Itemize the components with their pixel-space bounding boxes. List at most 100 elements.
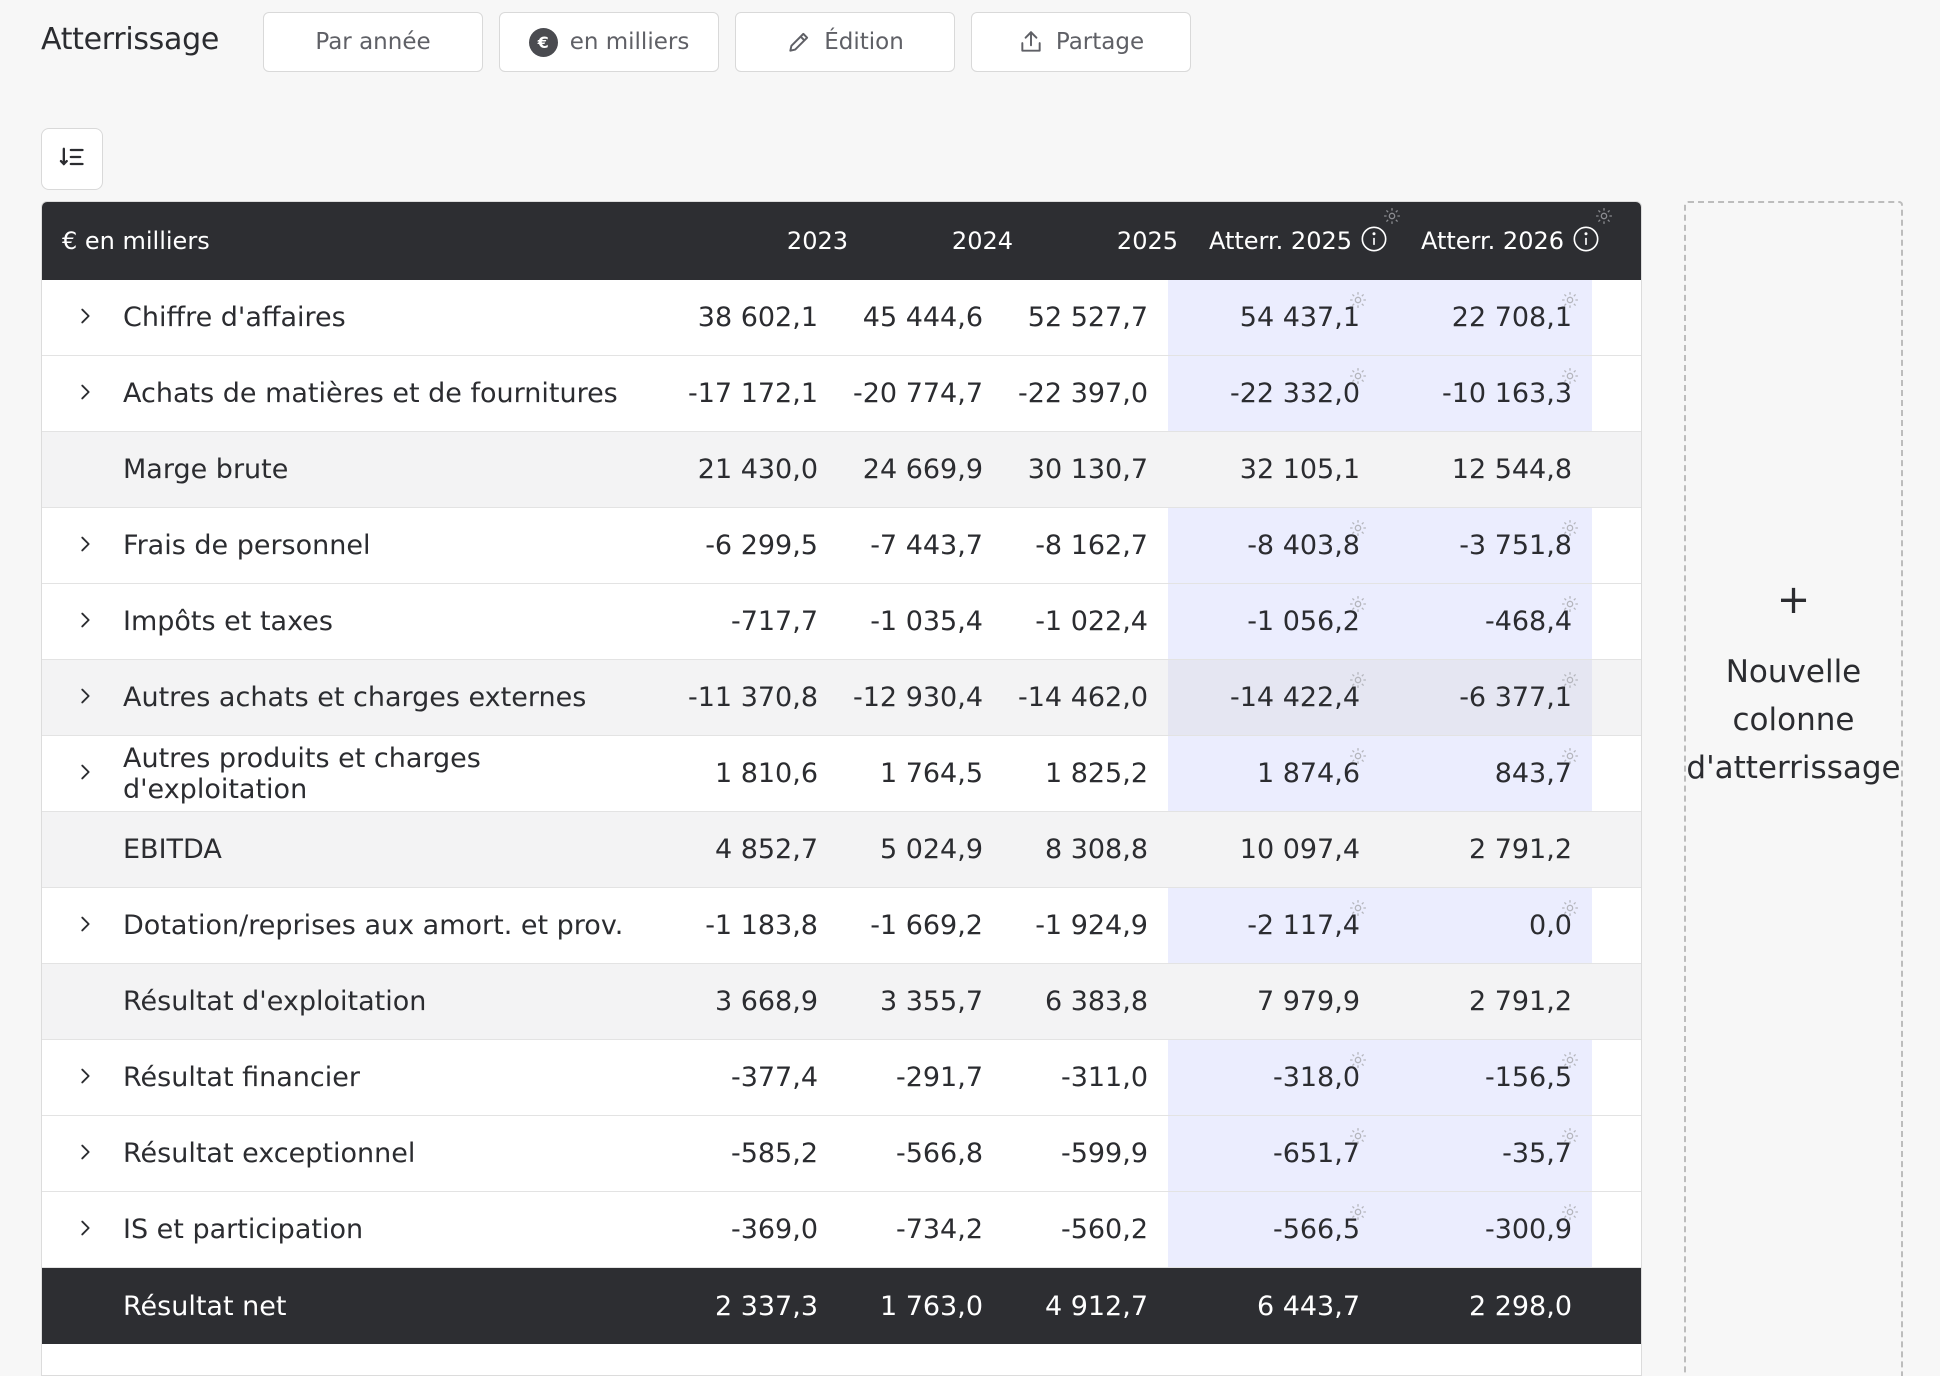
cell-atterr-2026[interactable]: -35,7 xyxy=(1380,1116,1592,1191)
chevron-right-icon[interactable] xyxy=(74,1065,96,1091)
cell-atterr-2026[interactable]: -300,9 xyxy=(1380,1192,1592,1267)
expand-cell[interactable] xyxy=(42,888,93,963)
cell-atterr-2026[interactable]: -156,5 xyxy=(1380,1040,1592,1115)
cell-2024: -734,2 xyxy=(895,1214,983,1245)
cell-atterr-2026-value: 22 708,1 xyxy=(1451,302,1572,333)
gear-icon[interactable] xyxy=(1348,286,1368,317)
header-2025[interactable]: 2025 xyxy=(1116,227,1178,255)
row-label: Marge brute xyxy=(123,454,289,485)
chevron-right-icon[interactable] xyxy=(74,685,96,711)
cell-atterr-2025[interactable]: -318,0 xyxy=(1168,1040,1380,1115)
table-row[interactable]: Frais de personnel -6 299,5 -7 443,7 -8 162… xyxy=(42,508,1641,584)
cell-atterr-2025[interactable]: 1 874,6 xyxy=(1168,736,1380,811)
cell-atterr-2025[interactable]: -566,5 xyxy=(1168,1192,1380,1267)
cell-atterr-2025-value: -1 056,2 xyxy=(1247,606,1360,637)
cell-atterr-2025[interactable]: 54 437,1 xyxy=(1168,280,1380,355)
gear-icon[interactable] xyxy=(1594,204,1614,232)
cell-atterr-2026[interactable]: -6 377,1 xyxy=(1380,660,1592,735)
header-2024[interactable]: 2024 xyxy=(951,227,1013,255)
gear-icon[interactable] xyxy=(1348,742,1368,773)
gear-icon[interactable] xyxy=(1560,894,1580,925)
table-row[interactable]: Autres achats et charges externes -11 370… xyxy=(42,660,1641,736)
expand-cell[interactable] xyxy=(42,280,93,355)
expand-cell[interactable] xyxy=(42,1116,93,1191)
cell-atterr-2026-value: -10 163,3 xyxy=(1442,378,1572,409)
cell-atterr-2026[interactable]: 22 708,1 xyxy=(1380,280,1592,355)
row-label: Résultat d'exploitation xyxy=(123,986,427,1017)
cell-atterr-2025-value: 54 437,1 xyxy=(1239,302,1360,333)
gear-icon[interactable] xyxy=(1348,666,1368,697)
expand-cell[interactable] xyxy=(42,584,93,659)
expand-cell[interactable] xyxy=(42,508,93,583)
cell-atterr-2025[interactable]: -8 403,8 xyxy=(1168,508,1380,583)
gear-icon[interactable] xyxy=(1560,666,1580,697)
gear-icon[interactable] xyxy=(1348,1122,1368,1153)
gear-icon[interactable] xyxy=(1348,894,1368,925)
row-label: Dotation/reprises aux amort. et prov. xyxy=(123,910,624,941)
table-row[interactable]: Achats de matières et de fournitures -17 … xyxy=(42,356,1641,432)
new-landing-column-button[interactable]: + Nouvelle colonne d'atterrissage xyxy=(1684,201,1903,1376)
header-label: € en milliers xyxy=(62,227,210,255)
period-button[interactable]: Par année xyxy=(263,12,483,72)
cell-atterr-2026[interactable]: -3 751,8 xyxy=(1380,508,1592,583)
chevron-right-icon[interactable] xyxy=(74,381,96,407)
landing-table: € en milliers 2023 2024 2025 Atterr. 202… xyxy=(41,201,1642,1376)
sort-button[interactable] xyxy=(41,128,103,190)
gear-icon[interactable] xyxy=(1560,286,1580,317)
edit-button[interactable]: Édition xyxy=(735,12,955,72)
gear-icon[interactable] xyxy=(1348,590,1368,621)
expand-cell[interactable] xyxy=(42,1192,93,1267)
chevron-right-icon[interactable] xyxy=(74,1217,96,1243)
header-2023[interactable]: 2023 xyxy=(786,227,848,255)
chevron-right-icon[interactable] xyxy=(74,913,96,939)
cell-atterr-2025[interactable]: -651,7 xyxy=(1168,1116,1380,1191)
gear-icon[interactable] xyxy=(1560,1198,1580,1229)
gear-icon[interactable] xyxy=(1560,362,1580,393)
chevron-right-icon[interactable] xyxy=(74,1141,96,1167)
chevron-right-icon[interactable] xyxy=(74,533,96,559)
cell-atterr-2025-value: -318,0 xyxy=(1272,1062,1360,1093)
table-row[interactable]: Impôts et taxes -717,7 -1 035,4 -1 022,4 -1 … xyxy=(42,584,1641,660)
gear-icon[interactable] xyxy=(1560,514,1580,545)
header-atterr-2026[interactable]: Atterr. 2026 xyxy=(1410,202,1622,280)
gear-icon[interactable] xyxy=(1382,204,1402,232)
table-row[interactable]: Autres produits et charges d'exploitatio… xyxy=(42,736,1641,812)
cell-atterr-2025[interactable]: -2 117,4 xyxy=(1168,888,1380,963)
cell-2025: 8 308,8 xyxy=(1044,834,1148,865)
table-row[interactable]: Chiffre d'affaires 38 602,1 45 444,6 52 527… xyxy=(42,280,1641,356)
info-icon[interactable] xyxy=(1572,225,1600,259)
cell-atterr-2025[interactable]: -1 056,2 xyxy=(1168,584,1380,659)
header-atterr-2025[interactable]: Atterr. 2025 xyxy=(1198,202,1410,280)
table-row[interactable]: IS et participation -369,0 -734,2 -560,2 -56… xyxy=(42,1192,1641,1268)
cell-atterr-2026[interactable]: -468,4 xyxy=(1380,584,1592,659)
cell-atterr-2025[interactable]: -22 332,0 xyxy=(1168,356,1380,431)
cell-atterr-2026[interactable]: 0,0 xyxy=(1380,888,1592,963)
gear-icon[interactable] xyxy=(1560,1046,1580,1077)
cell-2025: -1 924,9 xyxy=(1035,910,1148,941)
expand-cell[interactable] xyxy=(42,356,93,431)
cell-atterr-2026[interactable]: 843,7 xyxy=(1380,736,1592,811)
share-button[interactable]: Partage xyxy=(971,12,1191,72)
table-row[interactable]: Résultat financier -377,4 -291,7 -311,0 -318… xyxy=(42,1040,1641,1116)
edit-label: Édition xyxy=(824,29,904,55)
gear-icon[interactable] xyxy=(1348,362,1368,393)
plus-icon: + xyxy=(1776,577,1811,623)
table-row[interactable]: Dotation/reprises aux amort. et prov. -1 … xyxy=(42,888,1641,964)
chevron-right-icon[interactable] xyxy=(74,305,96,331)
expand-cell[interactable] xyxy=(42,736,93,811)
gear-icon[interactable] xyxy=(1560,590,1580,621)
gear-icon[interactable] xyxy=(1348,514,1368,545)
info-icon[interactable] xyxy=(1360,225,1388,259)
cell-atterr-2026[interactable]: -10 163,3 xyxy=(1380,356,1592,431)
expand-cell[interactable] xyxy=(42,1040,93,1115)
gear-icon[interactable] xyxy=(1348,1198,1368,1229)
chevron-right-icon[interactable] xyxy=(74,761,96,787)
cell-atterr-2025[interactable]: -14 422,4 xyxy=(1168,660,1380,735)
gear-icon[interactable] xyxy=(1348,1046,1368,1077)
currency-button[interactable]: € en milliers xyxy=(499,12,719,72)
table-row[interactable]: Résultat exceptionnel -585,2 -566,8 -599,9 -… xyxy=(42,1116,1641,1192)
chevron-right-icon[interactable] xyxy=(74,609,96,635)
expand-cell[interactable] xyxy=(42,660,93,735)
gear-icon[interactable] xyxy=(1560,1122,1580,1153)
gear-icon[interactable] xyxy=(1560,742,1580,773)
